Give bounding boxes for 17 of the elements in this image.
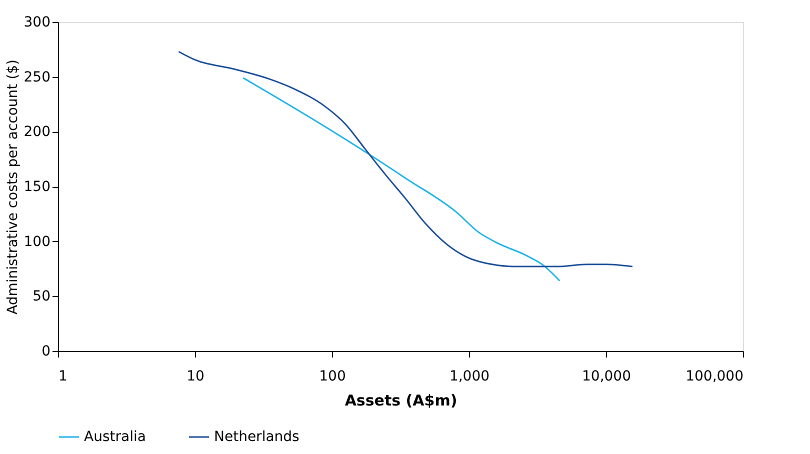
x-tick-label: 100,000 <box>686 368 744 384</box>
x-tick-label: 10,000 <box>582 368 631 384</box>
x-axis-title: Assets (A$m) <box>344 392 458 410</box>
y-tick-label: 0 <box>42 344 50 360</box>
x-tick-label: 10 <box>186 368 204 384</box>
y-tick-label: 100 <box>24 234 50 250</box>
y-axis-title: Administrative costs per account ($) <box>4 60 21 314</box>
x-tick-label: 1 <box>58 368 68 384</box>
legend-label: Australia <box>84 429 146 445</box>
y-tick-label: 50 <box>32 288 50 305</box>
legend-label: Netherlands <box>214 429 300 445</box>
y-tick-label: 200 <box>24 124 50 140</box>
y-tick-label: 300 <box>24 14 50 30</box>
y-tick-label: 250 <box>24 69 50 86</box>
y-tick-label: 150 <box>24 179 50 195</box>
x-tick-label: 100 <box>319 368 346 384</box>
x-tick-label: 1,000 <box>449 368 490 384</box>
